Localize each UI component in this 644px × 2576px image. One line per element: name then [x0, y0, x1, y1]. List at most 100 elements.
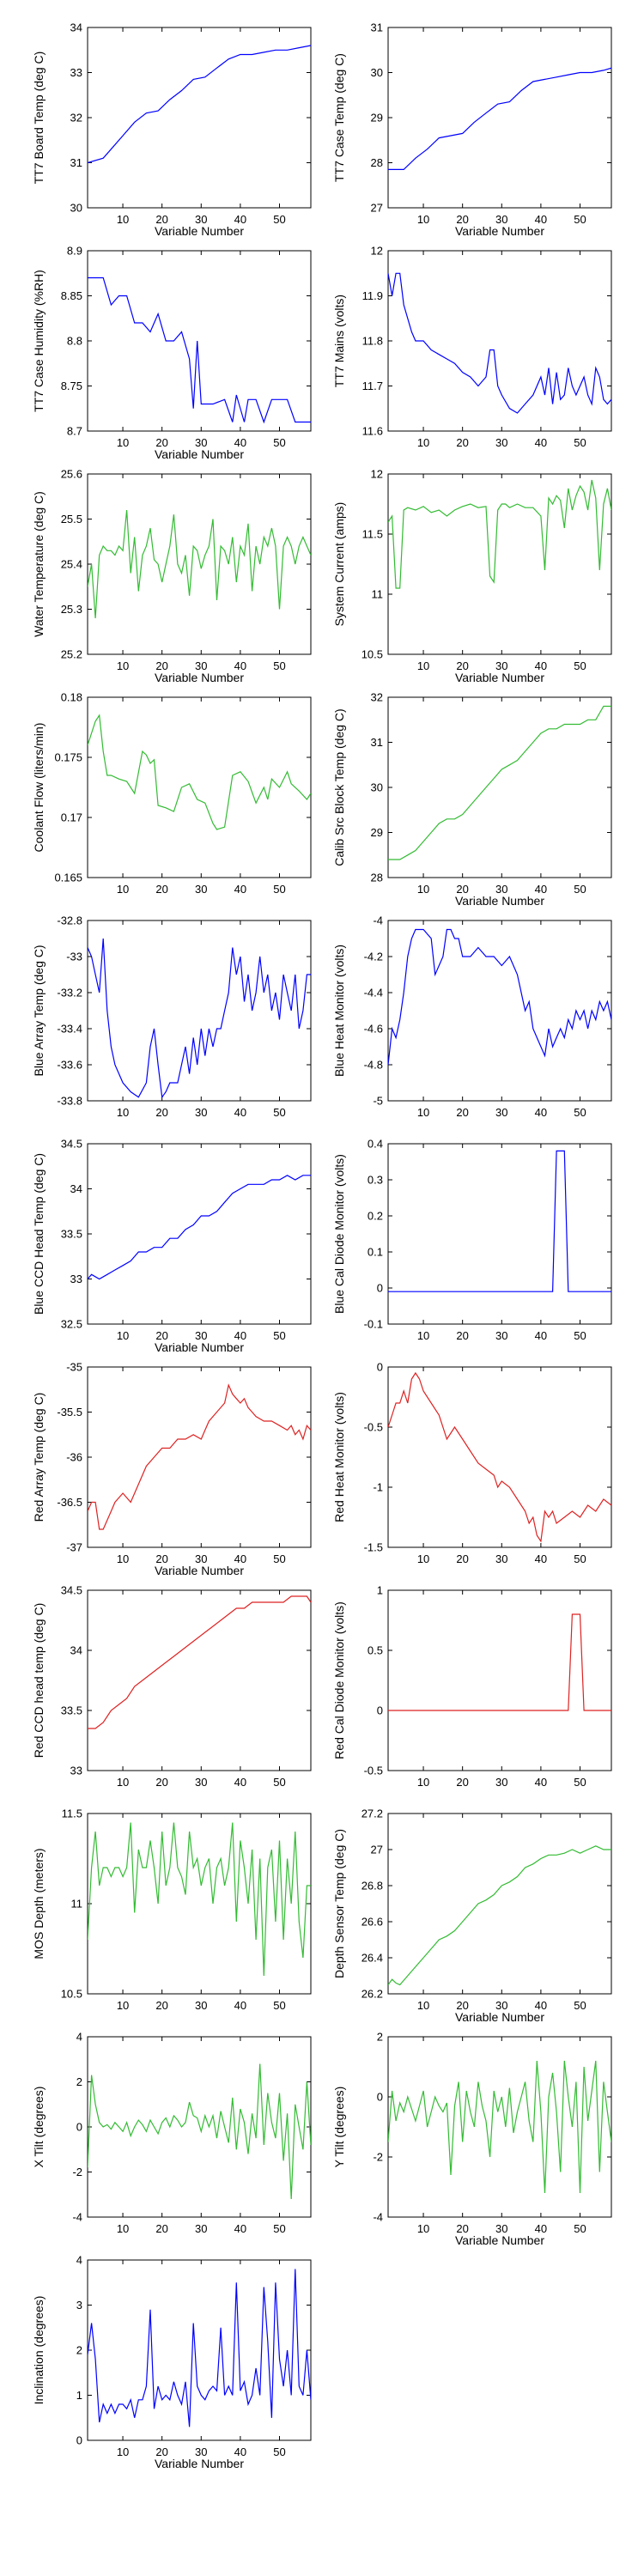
x-tick-label: 10 — [417, 2222, 429, 2235]
chart-panel-14: 10 20 30 40 50 -1.5 -1 -0.5 0 Red Heat Monitor (v… — [332, 1361, 612, 1565]
x-tick-label: 50 — [574, 1552, 586, 1565]
x-tick-label: 50 — [273, 1776, 285, 1789]
x-tick-label: 20 — [456, 659, 468, 672]
y-tick-label: 34 — [70, 1182, 82, 1195]
x-axis-label: Variable Number — [155, 1340, 244, 1354]
y-tick-label: 32 — [371, 691, 383, 704]
x-tick-label: 10 — [117, 1999, 129, 2012]
y-tick-label: 0.175 — [54, 751, 82, 764]
x-axis-label: Variable Number — [155, 671, 244, 684]
x-tick-label: 50 — [574, 883, 586, 896]
y-tick-label: -37 — [66, 1541, 82, 1554]
x-tick-label: 40 — [535, 659, 547, 672]
y-tick-label: 8.8 — [67, 335, 82, 348]
x-axis-label: Variable Number — [155, 1564, 244, 1577]
x-tick-label: 20 — [155, 883, 167, 896]
x-tick-label: 30 — [495, 1552, 507, 1565]
x-tick-label: 10 — [117, 1329, 129, 1342]
y-axis-label: Blue CCD Head Temp (deg C) — [32, 1153, 46, 1315]
plot-frame — [87, 2036, 312, 2218]
y-tick-label: -33 — [66, 951, 82, 963]
y-tick-label: 0 — [76, 2121, 82, 2134]
x-tick-label: 10 — [417, 1776, 429, 1789]
x-tick-label: 30 — [195, 883, 207, 896]
x-tick-label: 20 — [456, 1552, 468, 1565]
y-tick-label: 33 — [70, 1765, 82, 1777]
plot-frame — [387, 920, 612, 1102]
x-tick-label: 40 — [535, 436, 547, 449]
x-tick-label: 20 — [155, 1106, 167, 1119]
y-tick-label: 10.5 — [61, 1988, 82, 2001]
x-tick-label: 20 — [155, 659, 167, 672]
chart-panel-12: 10 20 30 40 50 -0.1 0 0.1 0.2 0.3 0.4 Blue Cal Diod… — [332, 1138, 612, 1342]
y-tick-label: 33 — [70, 66, 82, 79]
y-tick-label: -35.5 — [57, 1406, 82, 1419]
x-tick-label: 30 — [495, 659, 507, 672]
x-axis-label: Variable Number — [155, 447, 244, 461]
chart-panel-5: 10 20 30 40 50 25.2 25.3 25.4 25.5 25.6 Variable N… — [32, 468, 312, 684]
x-tick-label: 20 — [456, 2222, 468, 2235]
x-tick-label: 20 — [155, 1552, 167, 1565]
chart-panel-16: 10 20 30 40 50 -0.5 0 0.5 1 Red Cal Diode Monitor… — [332, 1584, 612, 1789]
y-tick-label: 0.165 — [54, 872, 82, 884]
series-line — [88, 509, 311, 619]
x-tick-label: 10 — [117, 1106, 129, 1119]
y-axis-label: Blue Heat Monitor (volts) — [332, 945, 346, 1077]
x-tick-label: 30 — [195, 436, 207, 449]
y-tick-label: 26.8 — [361, 1880, 383, 1893]
y-tick-label: 33 — [70, 1273, 82, 1285]
x-tick-label: 20 — [155, 213, 167, 226]
y-tick-label: -5 — [373, 1095, 383, 1108]
x-tick-label: 10 — [117, 2222, 129, 2235]
y-tick-label: -4.4 — [364, 987, 383, 999]
chart-panel-19: 10 20 30 40 50 -4 -2 0 2 4 X Tilt (degrees) — [32, 2031, 312, 2235]
y-tick-label: 34 — [70, 21, 82, 34]
y-tick-label: 32 — [70, 112, 82, 125]
x-tick-label: 50 — [273, 436, 285, 449]
x-tick-label: 10 — [417, 659, 429, 672]
y-tick-label: 11.5 — [62, 1807, 82, 1820]
plot-frame — [87, 473, 312, 655]
y-axis-label: TT7 Case Humidity (%RH) — [32, 270, 46, 412]
x-tick-label: 30 — [495, 1329, 507, 1342]
y-tick-label: 3 — [76, 2299, 82, 2312]
x-tick-label: 30 — [195, 2445, 207, 2458]
x-tick-label: 50 — [574, 1999, 586, 2012]
x-tick-label: 30 — [195, 1329, 207, 1342]
y-tick-label: 33.5 — [61, 1704, 82, 1717]
x-tick-label: 50 — [273, 1552, 285, 1565]
plot-frame — [87, 920, 312, 1102]
chart-panel-15: 10 20 30 40 50 33 33.5 34 34.5 Red CCD head temp … — [32, 1584, 312, 1789]
series-line — [388, 1150, 611, 1292]
y-tick-label: 0.2 — [368, 1210, 383, 1223]
x-axis-label: Variable Number — [455, 224, 544, 238]
y-tick-label: 25.6 — [61, 468, 82, 481]
plot-frame — [87, 1589, 312, 1771]
y-tick-label: -2 — [373, 2151, 383, 2164]
y-axis-label: TT7 Mains (volts) — [332, 295, 346, 387]
x-tick-label: 10 — [417, 883, 429, 896]
chart-panel-3: 10 20 30 40 50 8.7 8.75 8.8 8.85 8.9 Variable Numb… — [32, 245, 312, 461]
x-tick-label: 10 — [417, 1999, 429, 2012]
y-tick-label: -4 — [72, 2211, 82, 2224]
x-axis-label: Variable Number — [455, 671, 544, 684]
x-tick-label: 40 — [535, 1106, 547, 1119]
x-tick-label: 50 — [273, 2445, 285, 2458]
y-axis-label: TT7 Case Temp (deg C) — [332, 53, 346, 182]
y-axis-label: Red Cal Diode Monitor (volts) — [332, 1601, 346, 1759]
y-tick-label: 32.5 — [61, 1318, 82, 1331]
x-tick-label: 30 — [495, 1106, 507, 1119]
plot-frame — [87, 696, 312, 878]
x-axis-label: Variable Number — [155, 224, 244, 238]
x-tick-label: 50 — [273, 883, 285, 896]
y-tick-label: -4.8 — [364, 1059, 383, 1072]
y-tick-label: 12 — [371, 245, 383, 258]
plot-frame — [387, 1366, 612, 1548]
plot-frame — [387, 27, 612, 209]
y-tick-label: 8.85 — [61, 289, 82, 302]
y-tick-label: 29 — [371, 112, 383, 125]
y-tick-label: 2 — [76, 2075, 82, 2088]
x-tick-label: 30 — [195, 1776, 207, 1789]
y-tick-label: 25.3 — [61, 603, 82, 616]
x-tick-label: 50 — [574, 2222, 586, 2235]
